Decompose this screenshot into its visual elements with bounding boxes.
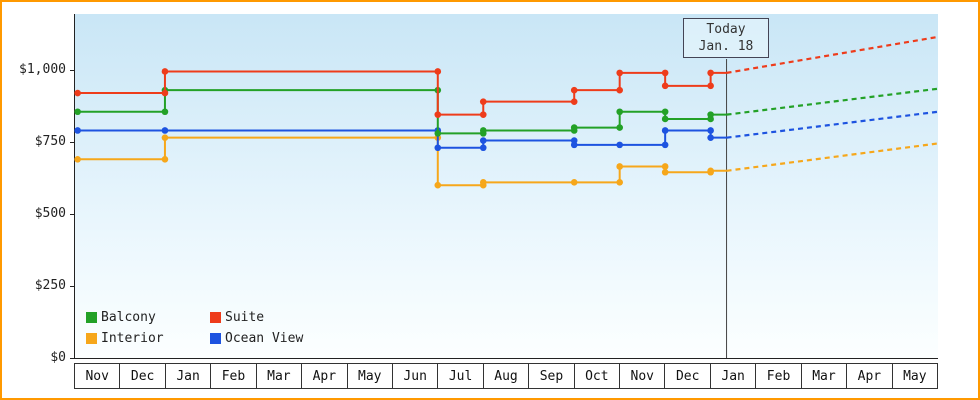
data-point-marker bbox=[616, 141, 623, 149]
x-axis: Nov Dec Jan Feb Mar Apr May Jun Jul Aug Sep Oct Nov D… bbox=[74, 363, 938, 389]
data-point-marker bbox=[434, 181, 442, 189]
data-point-marker bbox=[616, 108, 623, 116]
legend: Balcony Suite Interior Ocean View bbox=[86, 310, 303, 346]
data-point-marker bbox=[570, 124, 578, 131]
y-axis-tick-label: $1,000 bbox=[19, 62, 66, 77]
legend-swatch bbox=[86, 312, 97, 323]
data-point-marker bbox=[74, 155, 81, 163]
x-axis-month-cell: Mar bbox=[257, 364, 303, 388]
x-axis-month-cell: Nov bbox=[620, 364, 666, 388]
data-point-marker bbox=[707, 111, 714, 118]
data-point-marker bbox=[161, 108, 169, 116]
data-point-marker bbox=[479, 144, 487, 152]
y-axis-tick-label: $0 bbox=[50, 350, 66, 365]
y-axis-tick-label: $750 bbox=[34, 134, 66, 149]
legend-label: Suite bbox=[225, 310, 265, 325]
data-point-marker bbox=[707, 167, 714, 175]
data-point-marker bbox=[616, 69, 623, 77]
x-axis-month-cell: Jul bbox=[438, 364, 484, 388]
data-point-marker bbox=[161, 89, 169, 97]
data-point-marker bbox=[570, 98, 578, 105]
data-point-marker bbox=[479, 137, 487, 144]
x-axis-month-cell: Mar bbox=[802, 364, 848, 388]
legend-item-suite: Suite bbox=[210, 310, 303, 325]
data-point-marker bbox=[434, 68, 442, 75]
x-axis-month-cell: Aug bbox=[484, 364, 530, 388]
x-axis-month-cell: Nov bbox=[75, 364, 121, 388]
data-point-marker bbox=[707, 134, 714, 141]
data-point-marker bbox=[570, 179, 578, 186]
legend-label: Interior bbox=[101, 331, 164, 346]
data-point-marker bbox=[661, 82, 669, 90]
data-point-marker bbox=[479, 111, 487, 118]
data-point-marker bbox=[570, 86, 578, 94]
series-line-ocean-view bbox=[77, 129, 727, 149]
y-axis-tick-label: $500 bbox=[34, 206, 66, 221]
data-point-marker bbox=[707, 127, 714, 134]
series-line-balcony bbox=[77, 89, 727, 135]
data-point-marker bbox=[434, 111, 442, 118]
today-label: Today bbox=[706, 22, 746, 37]
legend-swatch bbox=[86, 333, 97, 344]
data-point-marker bbox=[707, 82, 714, 90]
data-point-marker bbox=[661, 141, 669, 149]
data-point-marker bbox=[661, 69, 669, 77]
x-axis-month-cell: Sep bbox=[529, 364, 575, 388]
data-point-marker bbox=[74, 108, 81, 116]
data-point-marker bbox=[616, 86, 623, 94]
x-axis-month-cell: Feb bbox=[211, 364, 257, 388]
data-point-marker bbox=[479, 127, 487, 134]
x-axis-month-cell: Feb bbox=[756, 364, 802, 388]
data-point-marker bbox=[161, 134, 169, 141]
data-point-marker bbox=[161, 127, 169, 134]
series-projection-balcony bbox=[726, 87, 939, 116]
x-axis-month-cell: Jan bbox=[711, 364, 757, 388]
data-point-marker bbox=[661, 108, 669, 116]
legend-label: Balcony bbox=[101, 310, 156, 325]
data-point-marker bbox=[570, 141, 578, 149]
today-annotation: Today Jan. 18 bbox=[683, 18, 769, 58]
data-point-marker bbox=[479, 98, 487, 105]
data-point-marker bbox=[616, 179, 623, 186]
x-axis-month-cell: Dec bbox=[120, 364, 166, 388]
data-point-marker bbox=[707, 69, 714, 77]
series-projection-ocean-view bbox=[726, 110, 939, 139]
data-point-marker bbox=[661, 168, 669, 176]
x-axis-month-cell: Dec bbox=[665, 364, 711, 388]
data-point-marker bbox=[661, 127, 669, 134]
legend-label: Ocean View bbox=[225, 331, 304, 346]
legend-item-ocean-view: Ocean View bbox=[210, 331, 303, 346]
legend-item-interior: Interior bbox=[86, 331, 204, 346]
data-point-marker bbox=[161, 155, 169, 163]
data-point-marker bbox=[616, 163, 623, 170]
data-point-marker bbox=[616, 124, 623, 131]
x-axis-month-cell: Apr bbox=[302, 364, 348, 388]
data-point-marker bbox=[74, 127, 81, 134]
y-axis-tick-label: $250 bbox=[34, 278, 66, 293]
series-projection-interior bbox=[726, 142, 939, 172]
x-axis-month-cell: May bbox=[903, 368, 927, 384]
data-point-marker bbox=[661, 115, 669, 123]
legend-swatch bbox=[210, 312, 221, 323]
legend-item-balcony: Balcony bbox=[86, 310, 204, 325]
data-point-marker bbox=[74, 89, 81, 97]
data-point-marker bbox=[161, 68, 169, 75]
legend-swatch bbox=[210, 333, 221, 344]
series-line-suite bbox=[77, 70, 727, 116]
x-axis-month-cell: May bbox=[348, 364, 393, 388]
x-axis-month-cell: Oct bbox=[575, 364, 621, 388]
x-axis-month-cell: Jun bbox=[393, 364, 439, 388]
data-point-marker bbox=[661, 163, 669, 170]
data-point-marker bbox=[434, 130, 442, 137]
today-date: Jan. 18 bbox=[698, 39, 754, 54]
data-point-marker bbox=[479, 179, 487, 186]
data-point-marker bbox=[434, 144, 442, 152]
x-axis-month-cell: Jan bbox=[166, 364, 212, 388]
x-axis-month-cell: Apr bbox=[847, 364, 893, 388]
